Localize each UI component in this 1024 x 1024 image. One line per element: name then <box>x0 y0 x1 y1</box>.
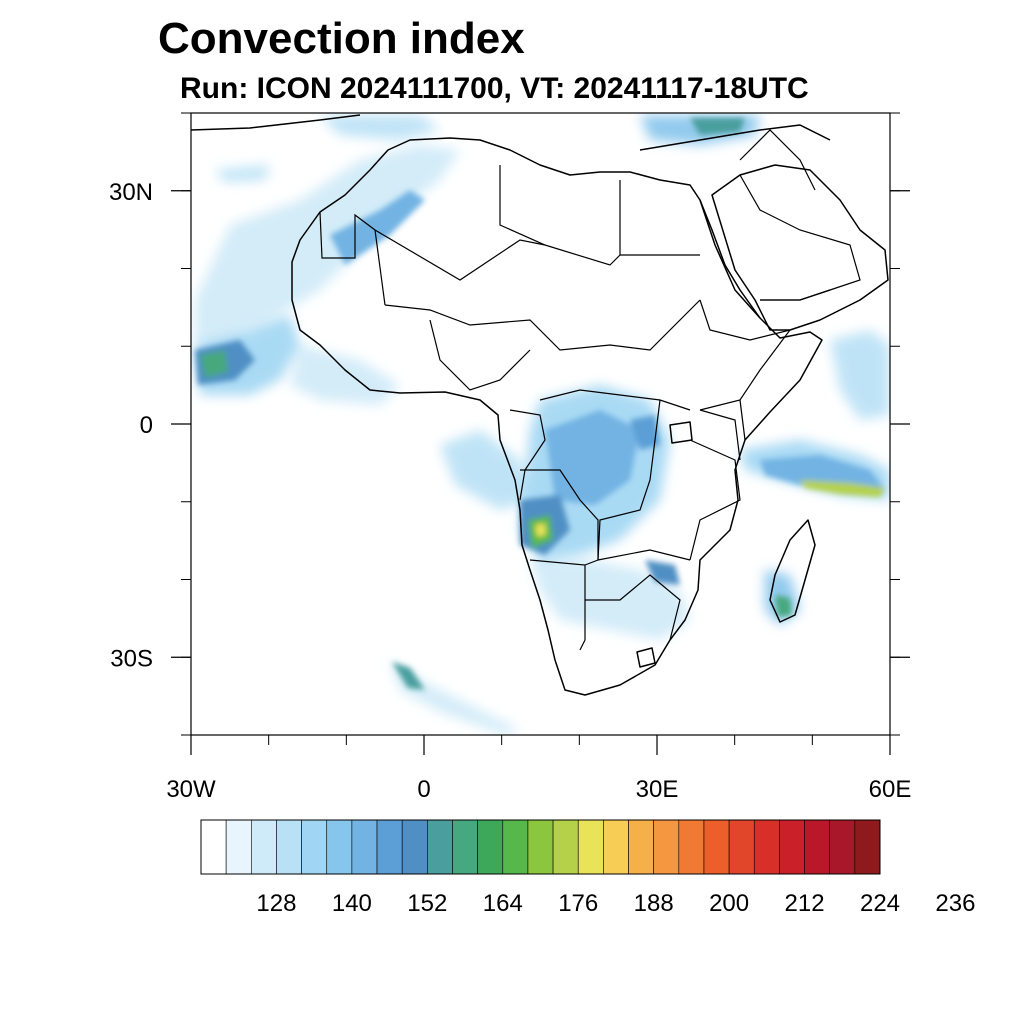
border-libya <box>499 165 621 266</box>
turkey-coast <box>639 124 831 151</box>
africa-coastline <box>291 137 823 696</box>
madagascar-coast <box>769 519 816 623</box>
lesotho <box>636 647 656 668</box>
colorbar-label: 200 <box>709 890 749 917</box>
colorbar-label: 224 <box>860 890 900 917</box>
border-kenya <box>699 409 741 461</box>
field-core-sahara <box>330 190 425 265</box>
colorbar-swatch <box>552 819 579 875</box>
colorbar-swatch <box>753 819 780 875</box>
colorbar-swatch <box>603 819 629 875</box>
border-angola <box>520 469 599 566</box>
border-tanzania <box>689 439 741 561</box>
colorbar-swatch <box>577 819 604 875</box>
field-core-angola-yellow <box>535 523 546 537</box>
border-botswana <box>585 574 681 641</box>
field-canary <box>215 165 270 182</box>
field-core-trail <box>392 662 425 690</box>
colorbar-swatch <box>401 819 428 875</box>
country-borders <box>319 129 861 651</box>
lat-tick-label: 0 <box>140 412 153 439</box>
colorbar-swatch <box>301 819 328 875</box>
chart-title: Convection index <box>158 14 525 63</box>
colorbar-label: 164 <box>483 890 523 917</box>
field-gulf-guinea <box>440 430 530 510</box>
field-core-atlantic-green <box>200 350 228 378</box>
field-core-lakes <box>630 415 660 450</box>
lat-tick-label: 30N <box>109 179 153 206</box>
map-axes: 30W 0 30E 60E 30N 0 30S <box>109 112 912 803</box>
border-somalia <box>739 399 746 441</box>
border-iran-iraq <box>739 129 816 191</box>
field-north-med <box>320 115 440 140</box>
border-western-sahara <box>319 211 386 306</box>
border-nigeria <box>429 319 531 391</box>
colorbar-swatch <box>427 819 453 875</box>
field-core-madagascar <box>775 595 792 617</box>
lon-tick-label: 30W <box>166 776 216 803</box>
border-yemen <box>760 289 831 301</box>
lon-tick-label: 0 <box>417 776 430 803</box>
arabia-coast <box>711 164 889 331</box>
colorbar-swatch <box>276 819 302 875</box>
lake-victoria <box>669 421 693 444</box>
mediterranean-north <box>191 114 361 131</box>
coastlines <box>191 114 889 696</box>
colorbar-swatch <box>678 819 705 875</box>
field-west-africa <box>290 345 400 405</box>
border-drc-east <box>597 399 661 561</box>
colorbar-swatch <box>653 819 680 875</box>
colorbar-swatch <box>628 819 654 875</box>
field-north-sahara <box>195 145 460 345</box>
colorbar-swatch <box>854 819 881 875</box>
border-car-congo <box>539 389 691 411</box>
border-saudi <box>739 174 861 301</box>
colorbar-swatch <box>452 819 478 875</box>
border-drc-west <box>509 409 546 501</box>
colorbar-swatch <box>728 819 755 875</box>
red-sea-west <box>699 199 761 319</box>
colorbar-swatch <box>351 819 378 875</box>
lon-tick-label: 60E <box>869 776 912 803</box>
chart-subtitle: Run: ICON 2024111700, VT: 20241117-18UTC <box>180 72 809 105</box>
colorbar-swatch <box>250 819 277 875</box>
field-indian-ocean-2 <box>830 330 890 420</box>
colorbar-swatch <box>477 819 504 875</box>
colorbar-label: 152 <box>407 890 447 917</box>
colorbar-swatch <box>829 819 856 875</box>
lat-tick-label: 30S <box>110 645 153 672</box>
border-namibia <box>529 559 586 651</box>
colorbar-swatch <box>703 819 730 875</box>
colorbar-frame <box>200 819 881 875</box>
field-core-east-med <box>690 118 745 135</box>
field-core-indian-yellow <box>800 480 885 497</box>
colorbar: 128 140 152 164 176 188 200 212 224 236 <box>200 819 975 917</box>
colorbar-label: 236 <box>935 890 975 917</box>
lon-tick-label: 30E <box>636 776 679 803</box>
colorbar-label: 140 <box>332 890 372 917</box>
field-core-congo <box>545 410 640 505</box>
border-zambia <box>597 549 691 561</box>
colorbar-swatch <box>502 819 529 875</box>
colorbar-label: 212 <box>785 890 825 917</box>
colorbar-swatch <box>326 819 353 875</box>
colorbar-swatch <box>376 819 403 875</box>
colorbar-label: 176 <box>558 890 598 917</box>
border-ethiopia <box>699 299 792 411</box>
colorbar-label: 128 <box>256 890 296 917</box>
colorbar-swatch <box>225 819 252 875</box>
field-south-atlantic-trail <box>390 660 520 735</box>
colorbar-swatch <box>779 819 805 875</box>
border-algeria-mali <box>374 229 546 281</box>
colorbar-swatch <box>804 819 831 875</box>
colorbar-swatch <box>527 819 554 875</box>
colorbar-label: 188 <box>634 890 674 917</box>
border-sahel <box>384 299 701 351</box>
colorbar-swatch <box>200 819 227 875</box>
